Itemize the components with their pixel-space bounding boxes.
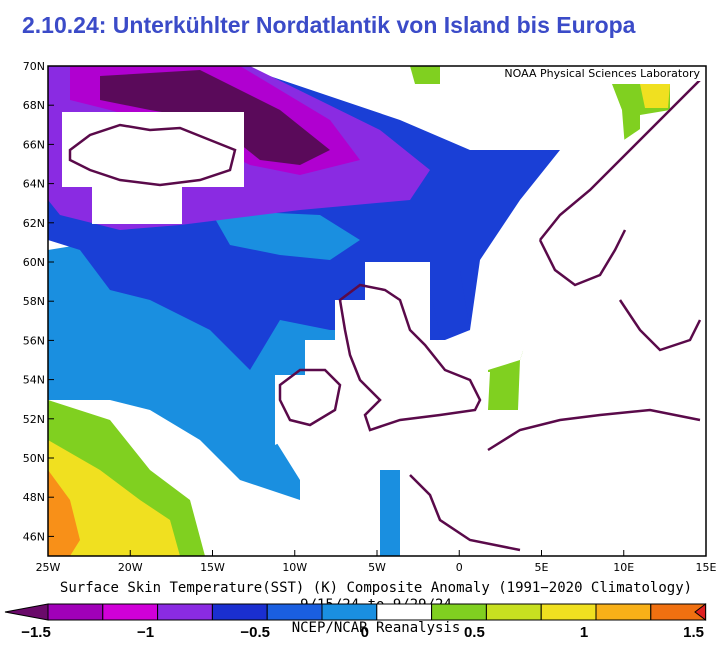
colorbar-label: 1 (580, 624, 588, 641)
map-field (48, 66, 706, 556)
lon-label: 15E (696, 561, 717, 574)
colorbar-swatch (540, 603, 597, 621)
colorbar-swatch (485, 603, 542, 621)
colorbar-swatch (266, 603, 323, 621)
lon-label: 10E (613, 561, 634, 574)
map-credit: NOAA Physical Sciences Laboratory (504, 67, 700, 80)
lat-label: 46N (23, 530, 45, 543)
colorbar-swatch (376, 603, 433, 621)
colorbar-label: −1.5 (21, 624, 51, 641)
page-title: 2.10.24: Unterkühlter Nordatlantik von I… (22, 12, 636, 38)
lon-label: 0 (456, 561, 463, 574)
colorbar-swatch (47, 603, 104, 621)
lon-label: 5E (535, 561, 549, 574)
lon-label: 5W (368, 561, 386, 574)
lat-label: 52N (23, 413, 45, 426)
colorbar-swatch (211, 603, 268, 621)
map-source: NCEP/NCAR Reanalysis (292, 620, 461, 636)
colorbar-label: 0 (361, 624, 369, 641)
colorbar-swatch (595, 603, 652, 621)
lon-labels: 25W 20W 15W 10W 5W 0 5E 10E 15E (36, 550, 717, 574)
lat-label: 64N (23, 178, 45, 191)
credit-box (470, 67, 704, 81)
colorbar-label: 0.5 (464, 624, 485, 641)
coastlines (68, 79, 702, 552)
colorbar-swatch (431, 603, 487, 621)
lat-labels: 70N 68N 66N 64N 62N 60N 58N 56N 54N 52N 50N 48N 46N (23, 60, 54, 543)
colorbar-arrow (694, 602, 707, 622)
colorbar-label: −1 (137, 624, 154, 641)
colorbar-label: 1.5 (683, 624, 704, 641)
lon-label: 15W (200, 561, 225, 574)
lat-label: 60N (23, 256, 45, 269)
lat-label: 70N (23, 60, 45, 73)
lon-label: 25W (36, 561, 61, 574)
colorbar-swatch (102, 603, 159, 621)
lat-label: 56N (23, 334, 45, 347)
colorbar-label: −0.5 (240, 624, 270, 641)
colorbar-swatch (157, 603, 213, 621)
lat-label: 54N (23, 374, 45, 387)
lat-label: 62N (23, 217, 45, 230)
lat-label: 66N (23, 138, 45, 151)
colorbar-arrow (4, 603, 49, 621)
lat-label: 58N (23, 295, 45, 308)
lat-label: 48N (23, 491, 45, 504)
lon-label: 10W (282, 561, 307, 574)
map-caption: Surface Skin Temperature(SST) (K) Compos… (60, 580, 692, 596)
colorbar: −1.5 −1 −0.5 0 0.5 1 1.5 (4, 602, 707, 641)
lat-label: 68N (23, 99, 45, 112)
lat-label: 50N (23, 452, 45, 465)
lon-label: 20W (118, 561, 143, 574)
colorbar-swatch (321, 603, 378, 621)
